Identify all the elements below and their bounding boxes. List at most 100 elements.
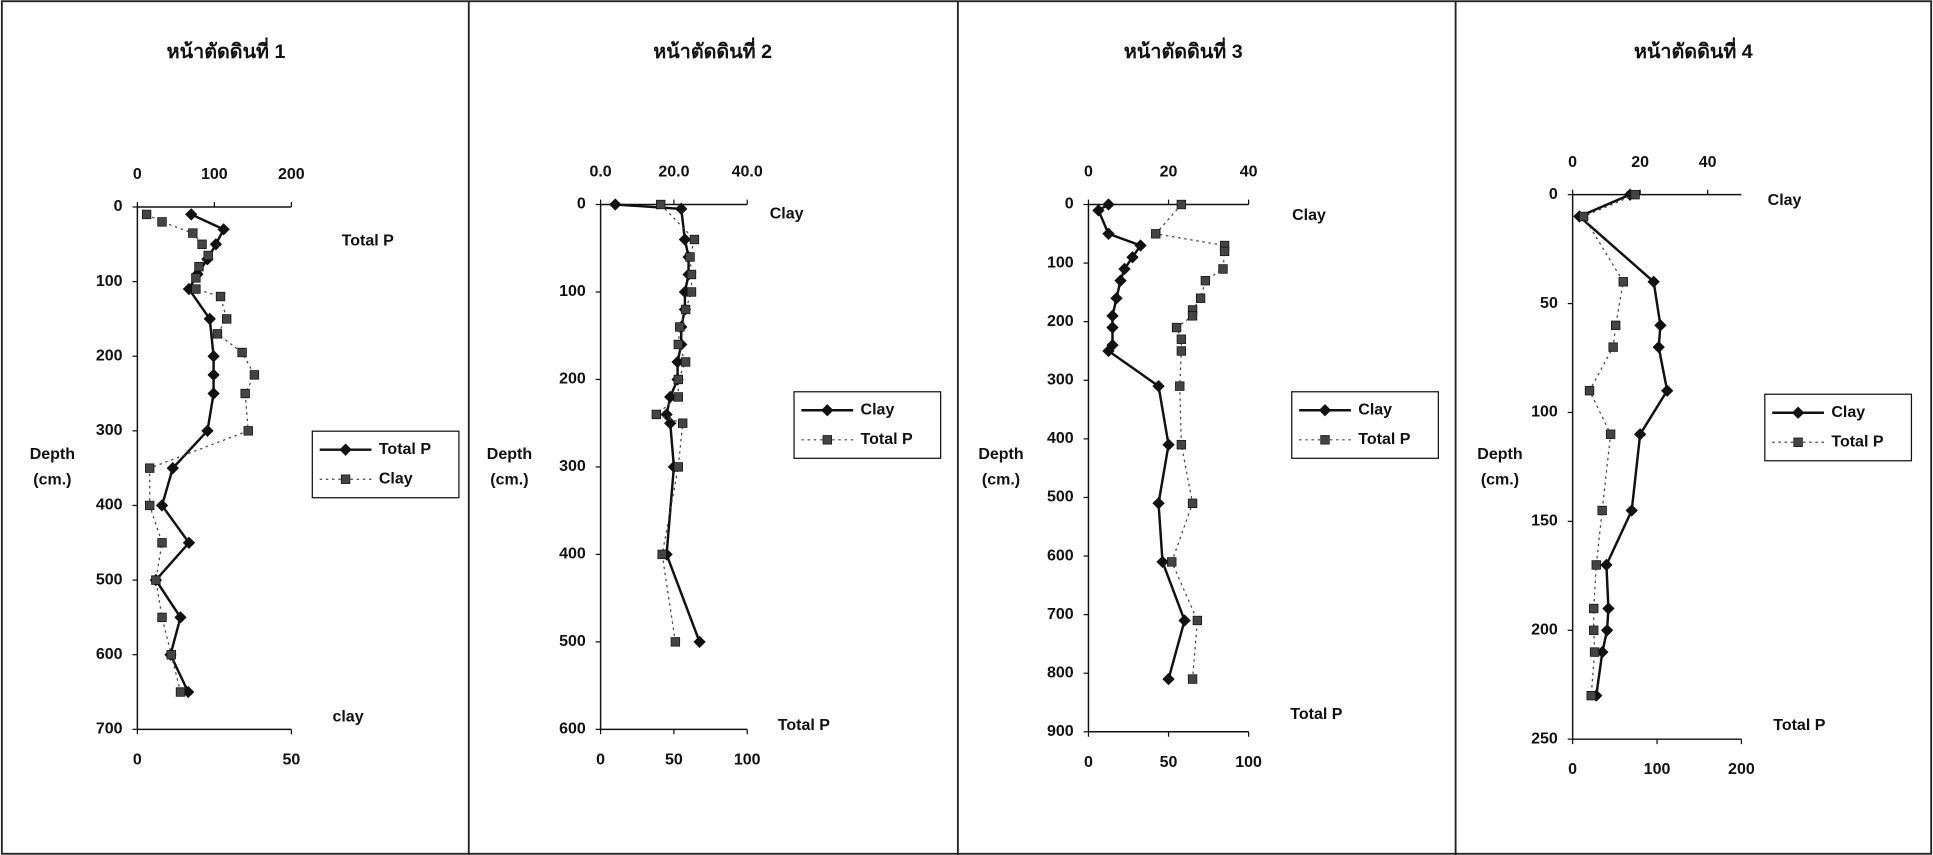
marker-square [1172, 323, 1181, 332]
marker-square [176, 688, 185, 697]
panel-title: หน้าตัดดินที่ 1 [167, 37, 286, 63]
page: {"chart_data": [ {"type": "line", "title… [0, 0, 1933, 855]
panel-title: หน้าตัดดินที่ 3 [1124, 37, 1243, 63]
marker-square [1196, 294, 1205, 303]
marker-square [241, 389, 250, 398]
marker-square [1201, 276, 1210, 285]
marker-square [188, 229, 197, 238]
marker-square [674, 463, 683, 472]
y-tick-label: 800 [1047, 664, 1074, 681]
x-top-label: Clay [1768, 192, 1802, 209]
x-top-tick-label: 20 [1631, 154, 1649, 171]
y-tick-label: 300 [559, 458, 586, 475]
y-label: Depth [978, 446, 1023, 463]
y-tick-label: 0 [1065, 196, 1074, 213]
marker-square [198, 240, 207, 249]
marker-square [1177, 335, 1186, 344]
marker-square [690, 235, 699, 244]
x-top-tick-label: 0 [1084, 164, 1093, 181]
marker-square [192, 285, 201, 294]
y-tick-label: 300 [96, 422, 123, 439]
y-tick-label: 500 [96, 571, 123, 588]
y-tick-label: 100 [1531, 404, 1558, 421]
y-tick-label: 300 [1047, 372, 1074, 389]
x-bottom-tick-label: 100 [1235, 754, 1262, 771]
marker-square [675, 323, 684, 332]
y-tick-label: 400 [559, 546, 586, 563]
marker-square [145, 464, 154, 473]
y-label: (cm.) [490, 472, 528, 489]
panel-title: หน้าตัดดินที่ 2 [653, 37, 772, 63]
marker-square [213, 330, 222, 339]
y-tick-label: 50 [1540, 295, 1558, 312]
x-bottom-tick-label: 50 [282, 751, 300, 768]
y-tick-label: 100 [96, 273, 123, 290]
marker-square [1589, 626, 1598, 635]
marker-square [1606, 430, 1615, 439]
x-top-tick-label: 40.0 [732, 164, 763, 181]
frame [2, 1, 1931, 854]
y-tick-label: 0 [114, 198, 123, 215]
marker-square [674, 393, 683, 402]
y-tick-label: 250 [1531, 730, 1558, 747]
y-tick-label: 900 [1047, 723, 1074, 740]
y-tick-label: 600 [96, 646, 123, 663]
marker-square [678, 419, 687, 428]
x-bottom-tick-label: 0 [596, 751, 605, 768]
marker-square [238, 348, 247, 357]
marker-square [674, 340, 683, 349]
y-tick-label: 700 [96, 721, 123, 738]
legend-label: Clay [1358, 401, 1392, 418]
marker-square [652, 410, 661, 419]
marker-square [674, 375, 683, 384]
marker-square [1579, 212, 1588, 221]
marker-square [687, 288, 696, 297]
legend-label: Clay [1831, 404, 1865, 421]
y-tick-label: 100 [559, 283, 586, 300]
marker-square [145, 501, 154, 510]
marker-square [142, 210, 151, 219]
x-top-tick-label: 40 [1240, 164, 1258, 181]
panel-title: หน้าตัดดินที่ 4 [1634, 37, 1753, 63]
marker-square [192, 274, 201, 283]
marker-square [1619, 277, 1628, 286]
marker-square [1219, 265, 1228, 274]
marker-square [152, 576, 161, 585]
y-tick-label: 500 [559, 633, 586, 650]
marker-square [222, 315, 231, 324]
marker-square [1609, 343, 1618, 352]
marker-square [1188, 499, 1197, 508]
marker-square [1177, 200, 1186, 209]
legend-marker [1321, 436, 1330, 445]
marker-square [1589, 604, 1598, 613]
marker-square [686, 253, 695, 262]
y-tick-label: 0 [1549, 186, 1558, 203]
marker-square [244, 427, 253, 436]
x-top-label: Clay [770, 206, 804, 223]
x-bottom-tick-label: 50 [1160, 754, 1178, 771]
y-label: (cm.) [1481, 472, 1519, 489]
marker-square [1167, 558, 1176, 567]
x-bottom-label: Total P [778, 717, 830, 734]
legend-marker [823, 436, 832, 445]
x-top-tick-label: 20.0 [658, 164, 689, 181]
y-tick-label: 600 [559, 721, 586, 738]
marker-square [671, 638, 680, 647]
marker-square [1188, 675, 1197, 684]
marker-square [1611, 321, 1620, 330]
legend-label: Total P [1831, 434, 1883, 451]
chart: หน้าตัดดินที่ 10100200300400500600700010… [0, 0, 1933, 855]
x-top-tick-label: 100 [201, 166, 228, 183]
legend-label: Total P [1358, 431, 1410, 448]
y-tick-label: 600 [1047, 547, 1074, 564]
marker-square [1590, 648, 1599, 657]
y-label: (cm.) [982, 472, 1020, 489]
marker-square [250, 371, 259, 380]
marker-square [1193, 616, 1202, 625]
y-tick-label: 0 [577, 196, 586, 213]
y-tick-label: 200 [1531, 622, 1558, 639]
x-bottom-tick-label: 0 [133, 751, 142, 768]
x-bottom-tick-label: 200 [1728, 761, 1755, 778]
marker-square [1585, 386, 1594, 395]
y-tick-label: 400 [96, 497, 123, 514]
